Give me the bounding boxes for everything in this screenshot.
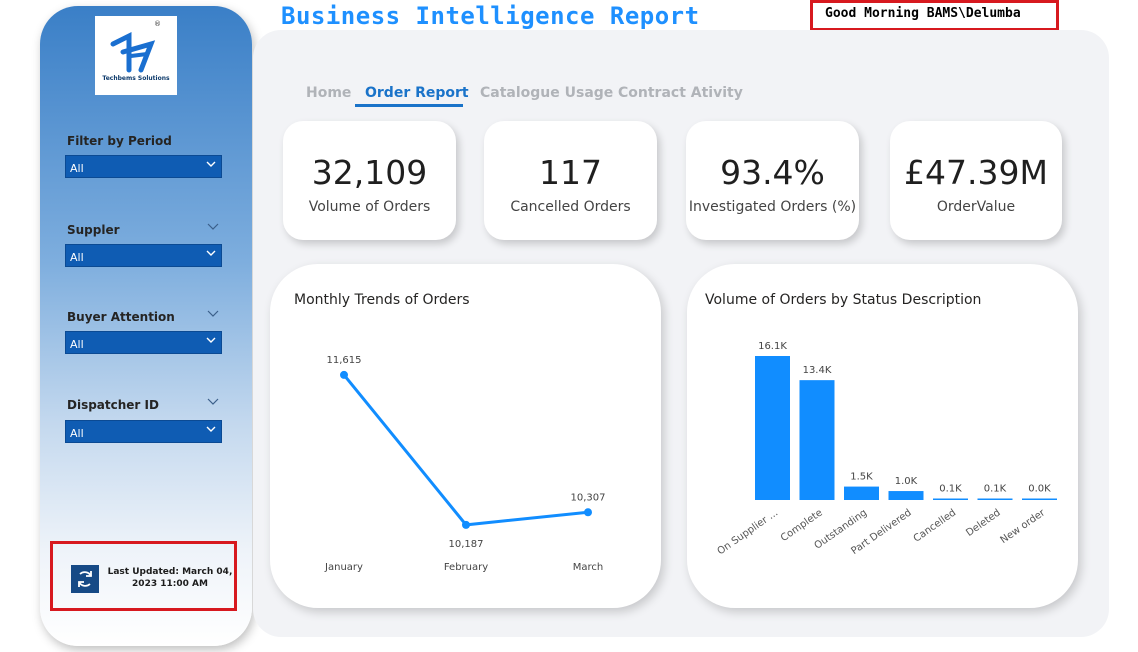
kpi-value: £47.39M (904, 153, 1048, 192)
company-logo: ® Techbems Solutions (95, 16, 177, 95)
chevron-down-icon[interactable] (207, 397, 219, 407)
line-chart-title: Monthly Trends of Orders (294, 292, 470, 308)
data-point (340, 370, 348, 379)
chevron-down-icon (206, 250, 216, 256)
data-label: 1.5K (850, 472, 873, 483)
x-tick-label: Cancelled (912, 507, 959, 544)
data-point (462, 520, 470, 529)
x-tick-label: March (573, 562, 603, 573)
tab-catalogue-usage[interactable]: Catalogue Usage (480, 85, 614, 101)
kpi-card-volume: 32,109 Volume of Orders (283, 121, 456, 240)
bar (1022, 498, 1057, 500)
filter-buyer-select[interactable]: All (65, 331, 222, 354)
chevron-down-icon (206, 426, 216, 432)
bar (977, 498, 1013, 500)
bar-chart-title: Volume of Orders by Status Description (705, 292, 982, 308)
kpi-label: OrderValue (936, 199, 1016, 215)
kpi-card-investigated: 93.4% Investigated Orders (%) (686, 121, 859, 240)
sidebar (40, 6, 252, 646)
page-title: Business Intelligence Report (281, 2, 700, 30)
kpi-label: Cancelled Orders (510, 199, 631, 215)
tab-home[interactable]: Home (306, 85, 352, 101)
x-tick-label: January (324, 562, 363, 573)
x-tick-label: February (444, 562, 488, 573)
series-line (342, 373, 589, 527)
data-label: 10,307 (571, 492, 606, 503)
data-label: 0.1K (939, 484, 962, 495)
x-tick-label: Deleted (964, 507, 1002, 539)
last-updated-line1: Last Updated: March 04, (107, 567, 233, 577)
filter-supplier-label: Suppler (67, 223, 120, 237)
filter-dispatcher-select[interactable]: All (65, 420, 222, 443)
chevron-down-icon (206, 161, 216, 167)
logo-icon (110, 31, 156, 73)
tab-order-report[interactable]: Order Report (365, 85, 469, 101)
data-label: 11,615 (327, 355, 362, 366)
kpi-card-order-value: £47.39M OrderValue (890, 121, 1062, 240)
tab-contract-activity[interactable]: Contract Ativity (618, 85, 743, 101)
bar-chart-card: Volume of Orders by Status Description 1… (687, 264, 1078, 608)
chevron-down-icon[interactable] (207, 309, 219, 319)
filter-period-value: All (70, 162, 84, 175)
filter-supplier-value: All (70, 251, 84, 264)
registered-mark: ® (154, 20, 161, 28)
kpi-label: Volume of Orders (308, 199, 431, 215)
data-label: 1.0K (895, 476, 918, 487)
x-tick-label: On Supplier ... (715, 507, 780, 557)
bar (799, 380, 835, 500)
filter-buyer-value: All (70, 338, 84, 351)
data-label: 0.0K (1028, 484, 1051, 495)
filter-period-label: Filter by Period (67, 134, 172, 148)
bar (844, 486, 879, 500)
last-updated-text: Last Updated: March 04, 2023 11:00 AM (105, 566, 235, 590)
bar (755, 356, 790, 500)
logo-company-name: Techbems Solutions (102, 75, 170, 82)
last-updated-line2: 2023 11:00 AM (132, 579, 208, 589)
filter-buyer-label: Buyer Attention (67, 310, 175, 324)
last-updated-box: Last Updated: March 04, 2023 11:00 AM (50, 541, 237, 611)
data-label: 13.4K (803, 365, 832, 376)
filter-dispatcher-value: All (70, 427, 84, 440)
kpi-value: 117 (539, 153, 602, 192)
greeting-banner: Good Morning BAMS\Delumba (810, 0, 1059, 31)
data-label: 0.1K (984, 484, 1007, 495)
chevron-down-icon (206, 337, 216, 343)
kpi-value: 93.4% (720, 153, 825, 192)
bar (888, 491, 924, 500)
bar (933, 498, 968, 500)
line-chart-card: Monthly Trends of Orders 11,615 January 10… (270, 264, 661, 608)
filter-dispatcher-label: Dispatcher ID (67, 398, 159, 412)
kpi-card-cancelled: 117 Cancelled Orders (484, 121, 657, 240)
kpi-value: 32,109 (311, 153, 428, 192)
filter-supplier-select[interactable]: All (65, 244, 222, 267)
kpi-label: Investigated Orders (%) (688, 199, 857, 215)
line-chart: 11,615 January 10,187 February 10,307 March (324, 355, 606, 573)
active-tab-indicator (355, 104, 463, 107)
data-label: 10,187 (449, 539, 484, 550)
refresh-icon[interactable] (71, 565, 99, 593)
chevron-down-icon[interactable] (207, 222, 219, 232)
x-tick-label: New order (999, 507, 1048, 546)
filter-period-select[interactable]: All (65, 155, 222, 178)
data-point (584, 508, 592, 517)
data-label: 16.1K (758, 341, 787, 352)
